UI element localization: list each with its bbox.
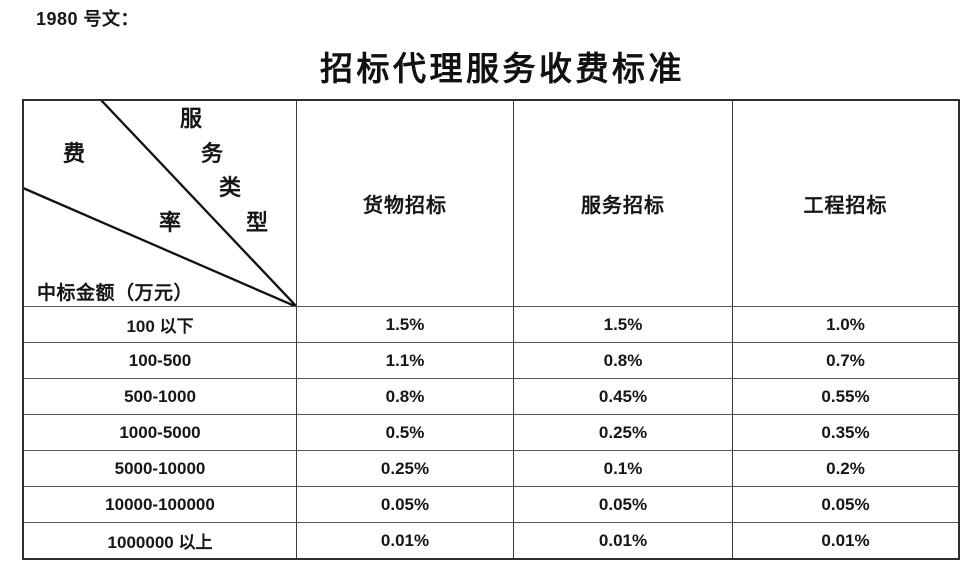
rate-cell: 1.5% [513, 306, 732, 342]
corner-rate-char: 率 [158, 210, 182, 236]
row-label-cell: 100-500 [24, 342, 296, 378]
row-label-cell: 5000-10000 [24, 450, 296, 486]
row-label-cell: 10000-100000 [24, 486, 296, 522]
column-header-services: 服务招标 [513, 101, 732, 306]
rate-cell: 0.05% [296, 486, 513, 522]
rate-cell: 0.1% [513, 450, 732, 486]
row-label-cell: 100 以下 [24, 306, 296, 342]
rate-cell: 1.0% [732, 306, 958, 342]
rate-cell: 1.1% [296, 342, 513, 378]
row-label-cell: 1000-5000 [24, 414, 296, 450]
rate-cell: 0.5% [296, 414, 513, 450]
rate-cell: 0.45% [513, 378, 732, 414]
column-header-goods: 货物招标 [296, 101, 513, 306]
rate-cell: 0.05% [513, 486, 732, 522]
corner-type-char: 服 [179, 106, 203, 132]
row-label-cell: 1000000 以上 [24, 522, 296, 558]
diagonal-line-upper [100, 101, 296, 306]
rate-cell: 0.25% [296, 450, 513, 486]
corner-type-char: 型 [245, 210, 269, 236]
rate-cell: 0.01% [513, 522, 732, 558]
rate-cell: 1.5% [296, 306, 513, 342]
corner-type-char: 务 [200, 141, 224, 167]
doc-reference-number: 1980 号文： [36, 9, 140, 29]
rate-cell: 0.2% [732, 450, 958, 486]
rate-cell: 0.8% [513, 342, 732, 378]
rate-cell: 0.25% [513, 414, 732, 450]
corner-type-char: 类 [218, 175, 242, 201]
fee-standard-table: 服 务 类 型 费 率 中标金额（万元） 货物招标 服务招标 工程招标 100 … [22, 99, 960, 560]
rate-cell: 0.35% [732, 414, 958, 450]
diagonal-line-lower [24, 187, 296, 306]
diagonal-lines [24, 101, 296, 306]
diagonal-corner-cell: 服 务 类 型 费 率 中标金额（万元） [24, 101, 296, 306]
rate-cell: 0.8% [296, 378, 513, 414]
rate-cell: 0.7% [732, 342, 958, 378]
corner-rate-char: 费 [62, 141, 86, 167]
corner-amount-label: 中标金额（万元） [37, 282, 194, 304]
column-header-engineering: 工程招标 [732, 101, 958, 306]
rate-cell: 0.01% [296, 522, 513, 558]
page-title: 招标代理服务收费标准 [320, 49, 685, 88]
row-label-cell: 500-1000 [24, 378, 296, 414]
rate-cell: 0.01% [732, 522, 958, 558]
rate-cell: 0.05% [732, 486, 958, 522]
rate-cell: 0.55% [732, 378, 958, 414]
